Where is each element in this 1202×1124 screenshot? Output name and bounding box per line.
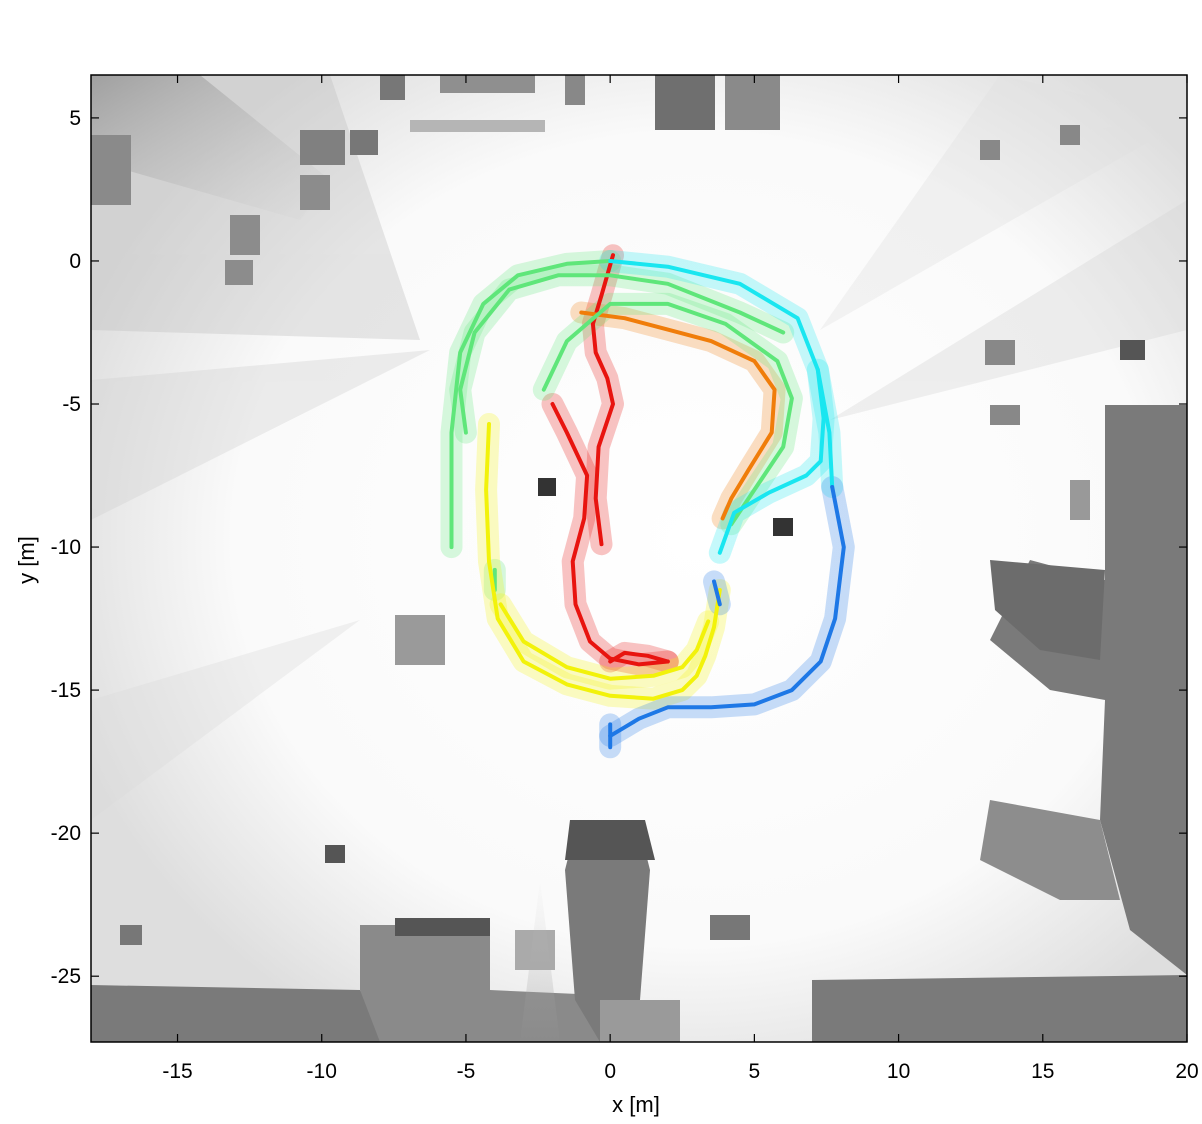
x-tick-label: 0 <box>604 1060 616 1083</box>
trajectory-line-3 <box>579 310 777 521</box>
trajectory-line-14 <box>712 579 722 607</box>
trajectory-lines <box>440 244 855 759</box>
occupancy-map <box>91 75 1187 1042</box>
map-obstacle <box>91 135 131 205</box>
trajectory-line-0 <box>550 402 670 667</box>
map-obstacle-right <box>990 405 1187 975</box>
trajectory-line-2 <box>608 650 670 664</box>
map-obstacle-topleft <box>91 75 330 220</box>
map-obstacle-bottom <box>91 985 390 1042</box>
axes-frame <box>90 74 1188 1043</box>
x-tick-label: 10 <box>887 1060 910 1083</box>
x-tick-label: -15 <box>162 1060 192 1083</box>
y-tick-label: -15 <box>51 679 81 702</box>
trajectory-line-1 <box>590 253 615 547</box>
trajectory-line-10 <box>608 259 826 555</box>
x-tick-label: 5 <box>749 1060 761 1083</box>
trajectory-line-4 <box>541 301 794 527</box>
map-obstacle-pillar <box>565 830 650 1042</box>
trajectory-line-12 <box>608 485 846 738</box>
y-axis-ticks: 5 0 -5 -10 -15 -20 -25 <box>51 107 1187 988</box>
y-axis-label: y [m] <box>14 536 39 584</box>
map-obstacle-top <box>380 75 405 100</box>
map-shadow-rays <box>91 75 1187 820</box>
trajectory-line-5 <box>458 273 786 435</box>
x-tick-label: -5 <box>457 1060 476 1083</box>
x-axis-ticks: -15 -10 -5 0 5 10 15 20 <box>162 75 1199 1083</box>
x-tick-label: 15 <box>1031 1060 1054 1083</box>
x-axis-label: x [m] <box>612 1092 660 1117</box>
y-tick-label: 5 <box>69 107 81 130</box>
y-tick-label: -10 <box>51 536 81 559</box>
y-tick-label: -25 <box>51 965 81 988</box>
x-tick-label: -10 <box>307 1060 337 1083</box>
trajectory-line-8 <box>484 422 722 701</box>
x-tick-label: 20 <box>1175 1060 1198 1083</box>
trajectory-line-11 <box>815 367 835 489</box>
y-tick-label: -20 <box>51 822 81 845</box>
y-tick-label: 0 <box>69 250 81 273</box>
y-tick-label: -5 <box>62 393 81 416</box>
trajectory-line-6 <box>449 259 613 550</box>
trajectory-line-9 <box>498 602 711 681</box>
